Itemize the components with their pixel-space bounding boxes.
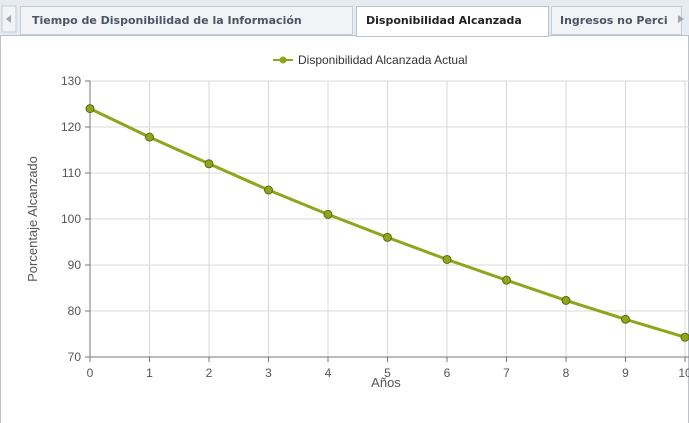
data-point — [85, 104, 95, 114]
x-tick-label: 7 — [503, 366, 510, 380]
data-point — [264, 185, 273, 195]
y-tick-label: 70 — [68, 350, 82, 364]
x-tick-label: 1 — [146, 366, 153, 380]
tab[interactable] — [551, 6, 682, 35]
y-tick-label: 90 — [68, 258, 82, 272]
x-tick-label: 2 — [206, 366, 213, 380]
legend-marker — [279, 56, 287, 64]
tab-label: Disponibilidad Alcanzada — [366, 14, 522, 27]
y-tick-label: 110 — [62, 166, 81, 180]
arrow-left — [6, 15, 11, 23]
data-point — [561, 295, 571, 305]
panel — [0, 35, 689, 423]
y-tick-label: 130 — [61, 74, 81, 88]
data-point — [680, 332, 689, 342]
legend-label: Disponibilidad Alcanzada Actual — [298, 53, 467, 67]
data-point — [204, 159, 214, 169]
y-tick-label: 80 — [68, 304, 82, 318]
data-point — [621, 314, 630, 324]
x-tick-label: 5 — [384, 366, 391, 380]
data-point — [442, 254, 452, 264]
x-tick-label: 9 — [622, 366, 629, 380]
x-tick-label: 10 — [678, 366, 689, 380]
x-axis-title: Años — [371, 375, 401, 390]
data-point — [323, 209, 333, 219]
x-tick-label: 3 — [265, 366, 272, 380]
tab-label: Tiempo de Disponibilidad de la Informaci… — [32, 14, 302, 27]
tab-active[interactable] — [356, 6, 549, 37]
x-tick-label: 4 — [325, 366, 332, 380]
tab[interactable] — [20, 6, 353, 35]
tab-label: Ingresos no Perci — [560, 14, 668, 27]
data-point — [502, 275, 511, 285]
data-point — [383, 232, 392, 242]
data-point — [145, 132, 154, 142]
y-tick-label: 100 — [61, 212, 81, 226]
x-tick-label: 6 — [444, 366, 451, 380]
x-tick-label: 0 — [87, 366, 94, 380]
arrow-right[interactable] — [678, 15, 684, 23]
x-tick-label: 8 — [563, 366, 570, 380]
y-axis-title: Porcentaje Alcanzado — [25, 156, 40, 282]
y-tick-label: 120 — [61, 120, 81, 134]
